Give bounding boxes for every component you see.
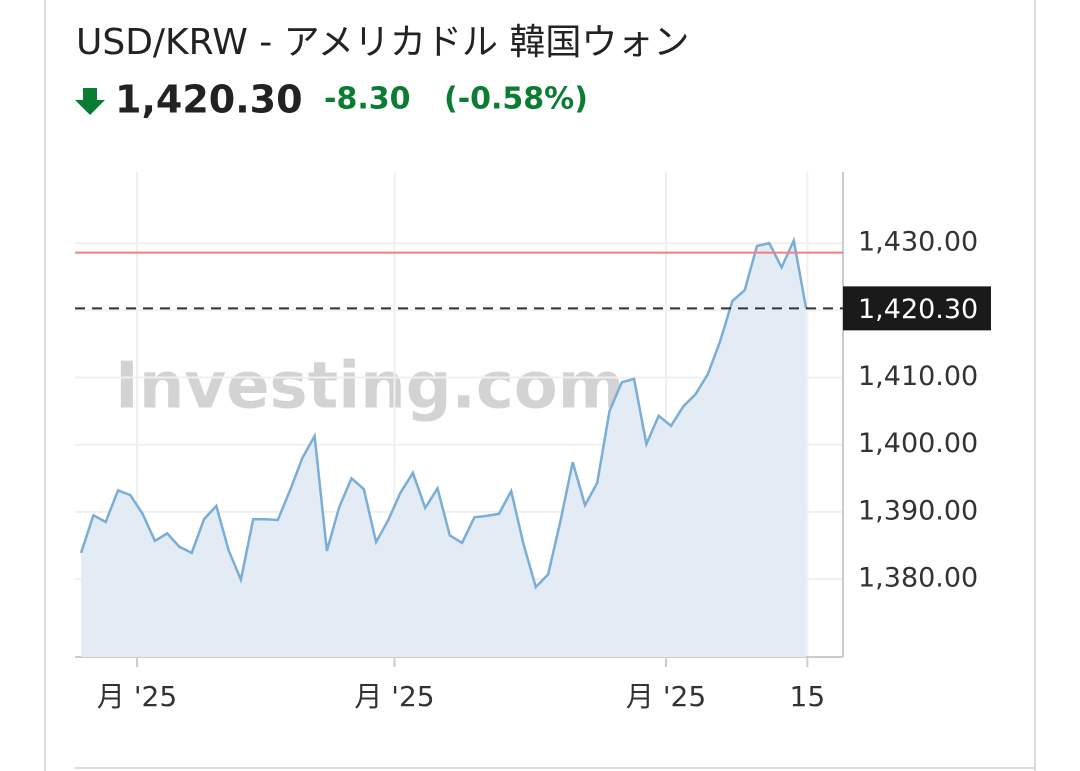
last-price-label: 1,420.30 <box>858 294 978 325</box>
watermark: Investing.com <box>115 350 624 424</box>
y-tick-label: 1,400.00 <box>858 428 978 459</box>
y-tick-label: 1,380.00 <box>858 563 978 594</box>
y-tick-label: 1,410.00 <box>858 361 978 392</box>
change-percent: (-0.58%) <box>444 82 588 117</box>
last-price-box <box>843 286 991 331</box>
y-tick-label: 1,390.00 <box>858 495 978 526</box>
change: -8.30 <box>324 82 410 117</box>
price: 1,420.30 <box>115 78 303 122</box>
x-tick-label: 月 '25 <box>97 680 177 713</box>
x-tick-label: 月 '25 <box>354 680 434 713</box>
title: USD/KRW - アメリカドル 韓国ウォン <box>76 22 689 63</box>
line <box>79 236 808 590</box>
area <box>81 240 807 657</box>
plot: Investing.com 1,380.00 1,390.00 1,400.00 1,4… <box>75 172 991 713</box>
x-tick-label: 月 '25 <box>626 680 706 713</box>
y-tick-label: 1,430.00 <box>858 227 978 258</box>
down-arrow <box>75 88 105 115</box>
x-tick-label: 15 <box>790 680 826 713</box>
